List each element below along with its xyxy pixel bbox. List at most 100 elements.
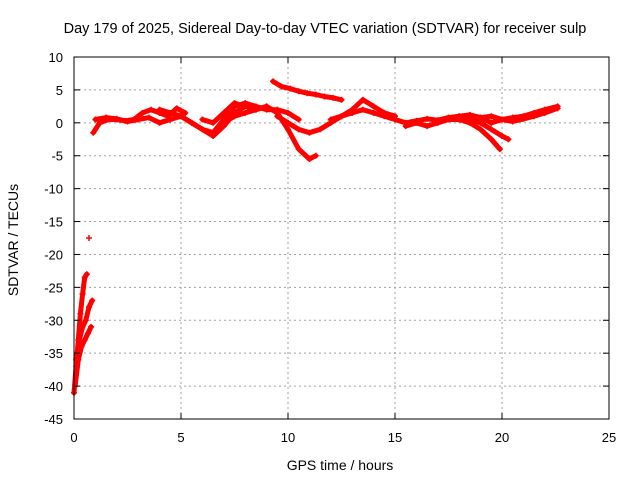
data-point [456,113,463,120]
data-point [554,105,561,112]
data-point [499,116,505,123]
series-ramp-b [73,297,96,363]
axis-ticks: 0 5 10 15 20 25 -45 -40 -35 -30 -25 -20 -15 -10 -5 0 5 10 [44,50,616,445]
data-point [178,113,184,120]
data-point [182,109,189,116]
data-point [295,116,302,123]
data-point [285,109,291,116]
data-point [274,113,281,120]
data-point [488,119,495,126]
data-point [77,310,84,317]
y-tick-label: -35 [44,346,63,361]
data-point [156,106,163,113]
data-point [75,356,82,363]
y-tick-label: -30 [44,313,63,328]
data-point [285,126,291,133]
data-point [295,146,302,153]
data-point [541,109,548,116]
data-point [349,109,356,116]
data-point [370,103,377,110]
data-point [79,290,86,297]
data-point [317,126,324,133]
y-tick-label: 5 [56,83,63,98]
y-tick-label: 0 [56,116,63,131]
data-point [92,116,99,123]
data-point [531,113,538,120]
data-point [88,323,95,330]
x-tick-label: 15 [388,430,402,445]
data-point [135,116,142,123]
plot-frame [73,56,610,420]
data-point [477,126,484,133]
data-point [505,136,512,143]
data-point [89,297,96,304]
series-track-line [403,117,503,152]
y-tick-label: -20 [44,247,63,262]
data-point [78,343,85,350]
data-point [312,152,319,159]
y-tick-label: -40 [44,379,63,394]
data-point [295,126,302,133]
data-point [103,114,110,121]
data-point [392,116,398,123]
data-point [304,90,311,97]
data-point [76,337,83,344]
series-outlier [85,235,92,241]
x-axis-title: GPS time / hours [287,457,394,473]
data-point [488,126,495,133]
x-tick-label: 10 [281,430,295,445]
data-point [338,96,345,103]
data-point [79,323,86,330]
data-point [445,116,452,123]
y-tick-label: -45 [44,412,63,427]
data-point [287,85,294,92]
data-point [242,103,249,110]
data-point [381,113,388,120]
y-tick-label: -15 [44,215,63,230]
series-track-12 [488,105,561,126]
data-point [509,118,516,125]
data-point [242,109,249,116]
data-point [113,115,120,122]
chart-title: Day 179 of 2025, Sidereal Day-to-day VTE… [64,21,587,37]
data-point [306,156,313,163]
y-tick-label: -10 [44,182,63,197]
data-point [81,274,88,281]
data-point [173,105,180,112]
data-point [145,114,152,121]
data-point [199,126,206,133]
data-point [139,109,146,116]
data-point [231,100,238,107]
x-tick-label: 25 [602,430,616,445]
data-point [278,83,285,90]
x-tick-label: 0 [70,430,77,445]
data-point [359,96,366,103]
data-point [520,115,527,122]
data-point [285,119,291,126]
x-tick-label: 20 [495,430,509,445]
data-point [220,119,227,126]
data-point [488,113,495,120]
data-point [210,119,217,126]
data-point [188,119,195,126]
y-tick-label: -25 [44,280,63,295]
data-point [338,113,345,120]
data-point [496,146,503,153]
y-axis-title: SDTVAR / TECUs [5,184,21,296]
series-track-6 [270,78,345,103]
data-point [488,136,495,143]
data-point [424,115,431,122]
data-point [84,330,91,337]
data-point [167,109,174,116]
data-point [370,109,377,116]
data-point [83,271,90,278]
x-tick-label: 5 [177,430,184,445]
data-point [327,116,334,123]
data-point [413,119,420,126]
y-tick-label: 10 [49,50,63,65]
data-point [85,304,92,311]
data-point [220,109,227,116]
data-point [477,114,484,121]
data-point [81,337,88,344]
data-point [312,91,319,98]
